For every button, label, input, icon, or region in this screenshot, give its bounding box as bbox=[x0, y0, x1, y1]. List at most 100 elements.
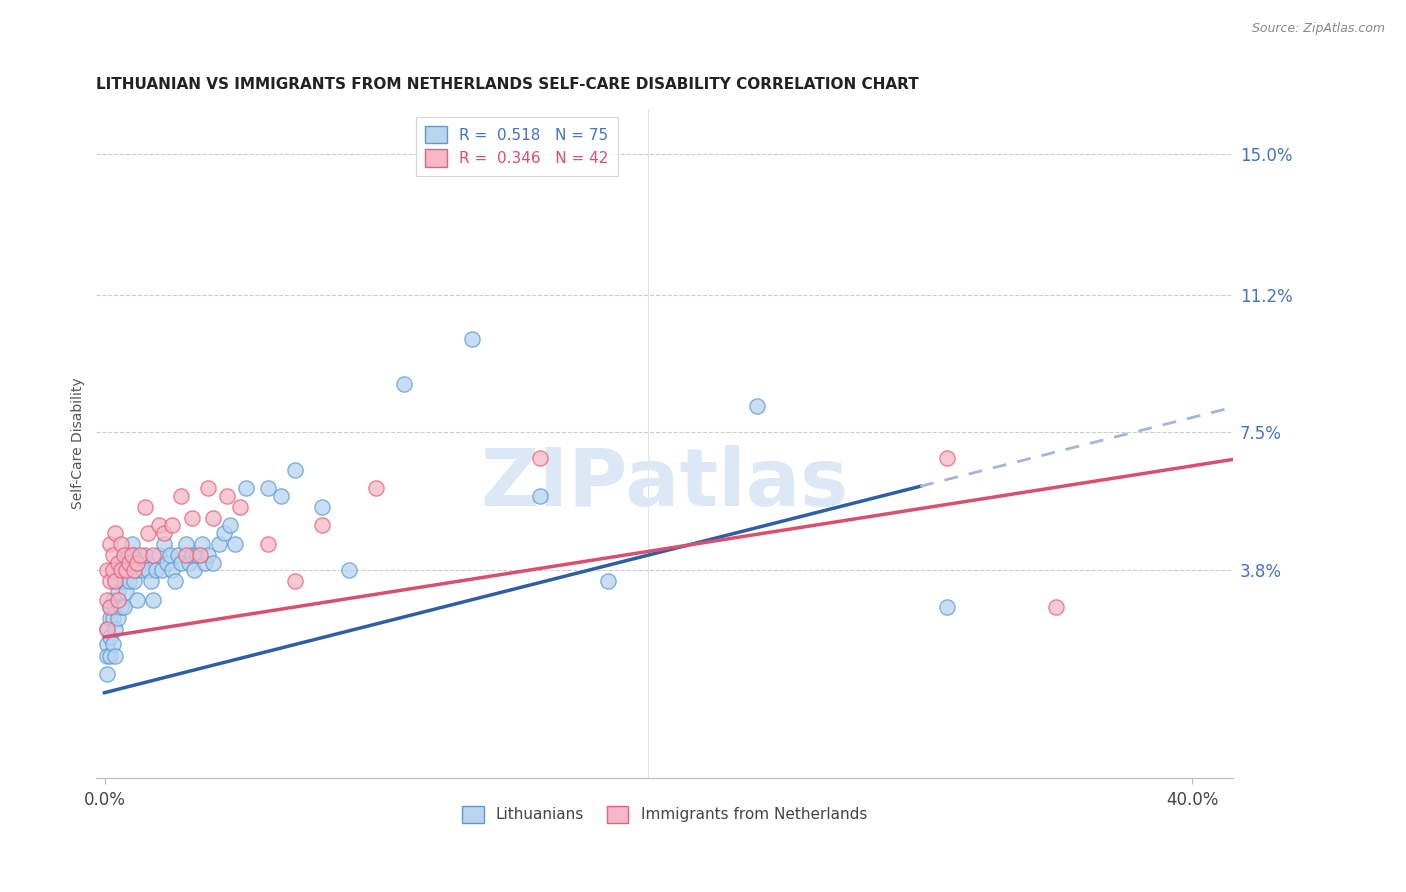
Point bbox=[110, 563, 132, 577]
Point bbox=[270, 489, 292, 503]
Point bbox=[139, 574, 162, 589]
Point bbox=[153, 537, 176, 551]
Point bbox=[110, 537, 132, 551]
Point bbox=[142, 548, 165, 562]
Point bbox=[107, 585, 129, 599]
Point bbox=[529, 489, 551, 503]
Point bbox=[101, 637, 124, 651]
Point bbox=[392, 377, 415, 392]
Point bbox=[112, 548, 135, 562]
Point bbox=[96, 623, 118, 637]
Point bbox=[148, 548, 170, 562]
Point bbox=[104, 648, 127, 663]
Point bbox=[186, 548, 208, 562]
Point bbox=[153, 525, 176, 540]
Point bbox=[110, 556, 132, 570]
Point bbox=[366, 481, 388, 495]
Point bbox=[98, 611, 121, 625]
Point bbox=[104, 600, 127, 615]
Point bbox=[165, 574, 187, 589]
Point bbox=[110, 574, 132, 589]
Point bbox=[101, 611, 124, 625]
Point bbox=[174, 548, 197, 562]
Point bbox=[134, 548, 156, 562]
Point bbox=[124, 563, 146, 577]
Point bbox=[745, 400, 768, 414]
Point bbox=[284, 462, 307, 476]
Point bbox=[162, 518, 184, 533]
Point bbox=[118, 556, 141, 570]
Point bbox=[115, 585, 138, 599]
Point bbox=[167, 548, 190, 562]
Point bbox=[115, 563, 138, 577]
Point bbox=[128, 548, 150, 562]
Point bbox=[98, 574, 121, 589]
Point bbox=[202, 556, 225, 570]
Point bbox=[180, 548, 202, 562]
Point bbox=[98, 630, 121, 644]
Point bbox=[150, 563, 173, 577]
Point bbox=[180, 511, 202, 525]
Point bbox=[96, 648, 118, 663]
Point bbox=[936, 600, 959, 615]
Point bbox=[148, 518, 170, 533]
Point bbox=[159, 548, 181, 562]
Point bbox=[162, 563, 184, 577]
Point bbox=[337, 563, 360, 577]
Point bbox=[229, 500, 252, 514]
Point bbox=[215, 489, 238, 503]
Legend: Lithuanians, Immigrants from Netherlands: Lithuanians, Immigrants from Netherlands bbox=[454, 798, 875, 830]
Text: Source: ZipAtlas.com: Source: ZipAtlas.com bbox=[1251, 22, 1385, 36]
Point bbox=[121, 563, 143, 577]
Point bbox=[1045, 600, 1067, 615]
Point bbox=[121, 537, 143, 551]
Point bbox=[98, 648, 121, 663]
Point bbox=[127, 592, 149, 607]
Point bbox=[115, 556, 138, 570]
Point bbox=[121, 548, 143, 562]
Point bbox=[224, 537, 246, 551]
Point bbox=[127, 563, 149, 577]
Point bbox=[529, 451, 551, 466]
Point bbox=[104, 623, 127, 637]
Text: LITHUANIAN VS IMMIGRANTS FROM NETHERLANDS SELF-CARE DISABILITY CORRELATION CHART: LITHUANIAN VS IMMIGRANTS FROM NETHERLAND… bbox=[97, 78, 920, 93]
Point bbox=[104, 574, 127, 589]
Point bbox=[256, 537, 278, 551]
Point bbox=[284, 574, 307, 589]
Point bbox=[96, 623, 118, 637]
Point bbox=[188, 548, 211, 562]
Point bbox=[212, 525, 235, 540]
Point bbox=[177, 556, 200, 570]
Point bbox=[131, 563, 153, 577]
Point bbox=[218, 518, 240, 533]
Point bbox=[194, 556, 217, 570]
Point bbox=[235, 481, 257, 495]
Y-axis label: Self-Care Disability: Self-Care Disability bbox=[72, 377, 86, 509]
Point bbox=[256, 481, 278, 495]
Point bbox=[128, 556, 150, 570]
Point bbox=[112, 600, 135, 615]
Point bbox=[183, 563, 205, 577]
Point bbox=[202, 511, 225, 525]
Point bbox=[118, 548, 141, 562]
Point bbox=[104, 525, 127, 540]
Point bbox=[136, 525, 159, 540]
Point bbox=[197, 548, 219, 562]
Point bbox=[169, 489, 191, 503]
Point bbox=[142, 592, 165, 607]
Point bbox=[936, 451, 959, 466]
Point bbox=[104, 574, 127, 589]
Point bbox=[110, 600, 132, 615]
Point bbox=[156, 556, 179, 570]
Point bbox=[124, 548, 146, 562]
Point bbox=[107, 611, 129, 625]
Point bbox=[98, 600, 121, 615]
Point bbox=[96, 637, 118, 651]
Point bbox=[127, 556, 149, 570]
Point bbox=[596, 574, 619, 589]
Point bbox=[197, 481, 219, 495]
Point bbox=[118, 574, 141, 589]
Point bbox=[145, 563, 167, 577]
Point bbox=[101, 563, 124, 577]
Point bbox=[134, 500, 156, 514]
